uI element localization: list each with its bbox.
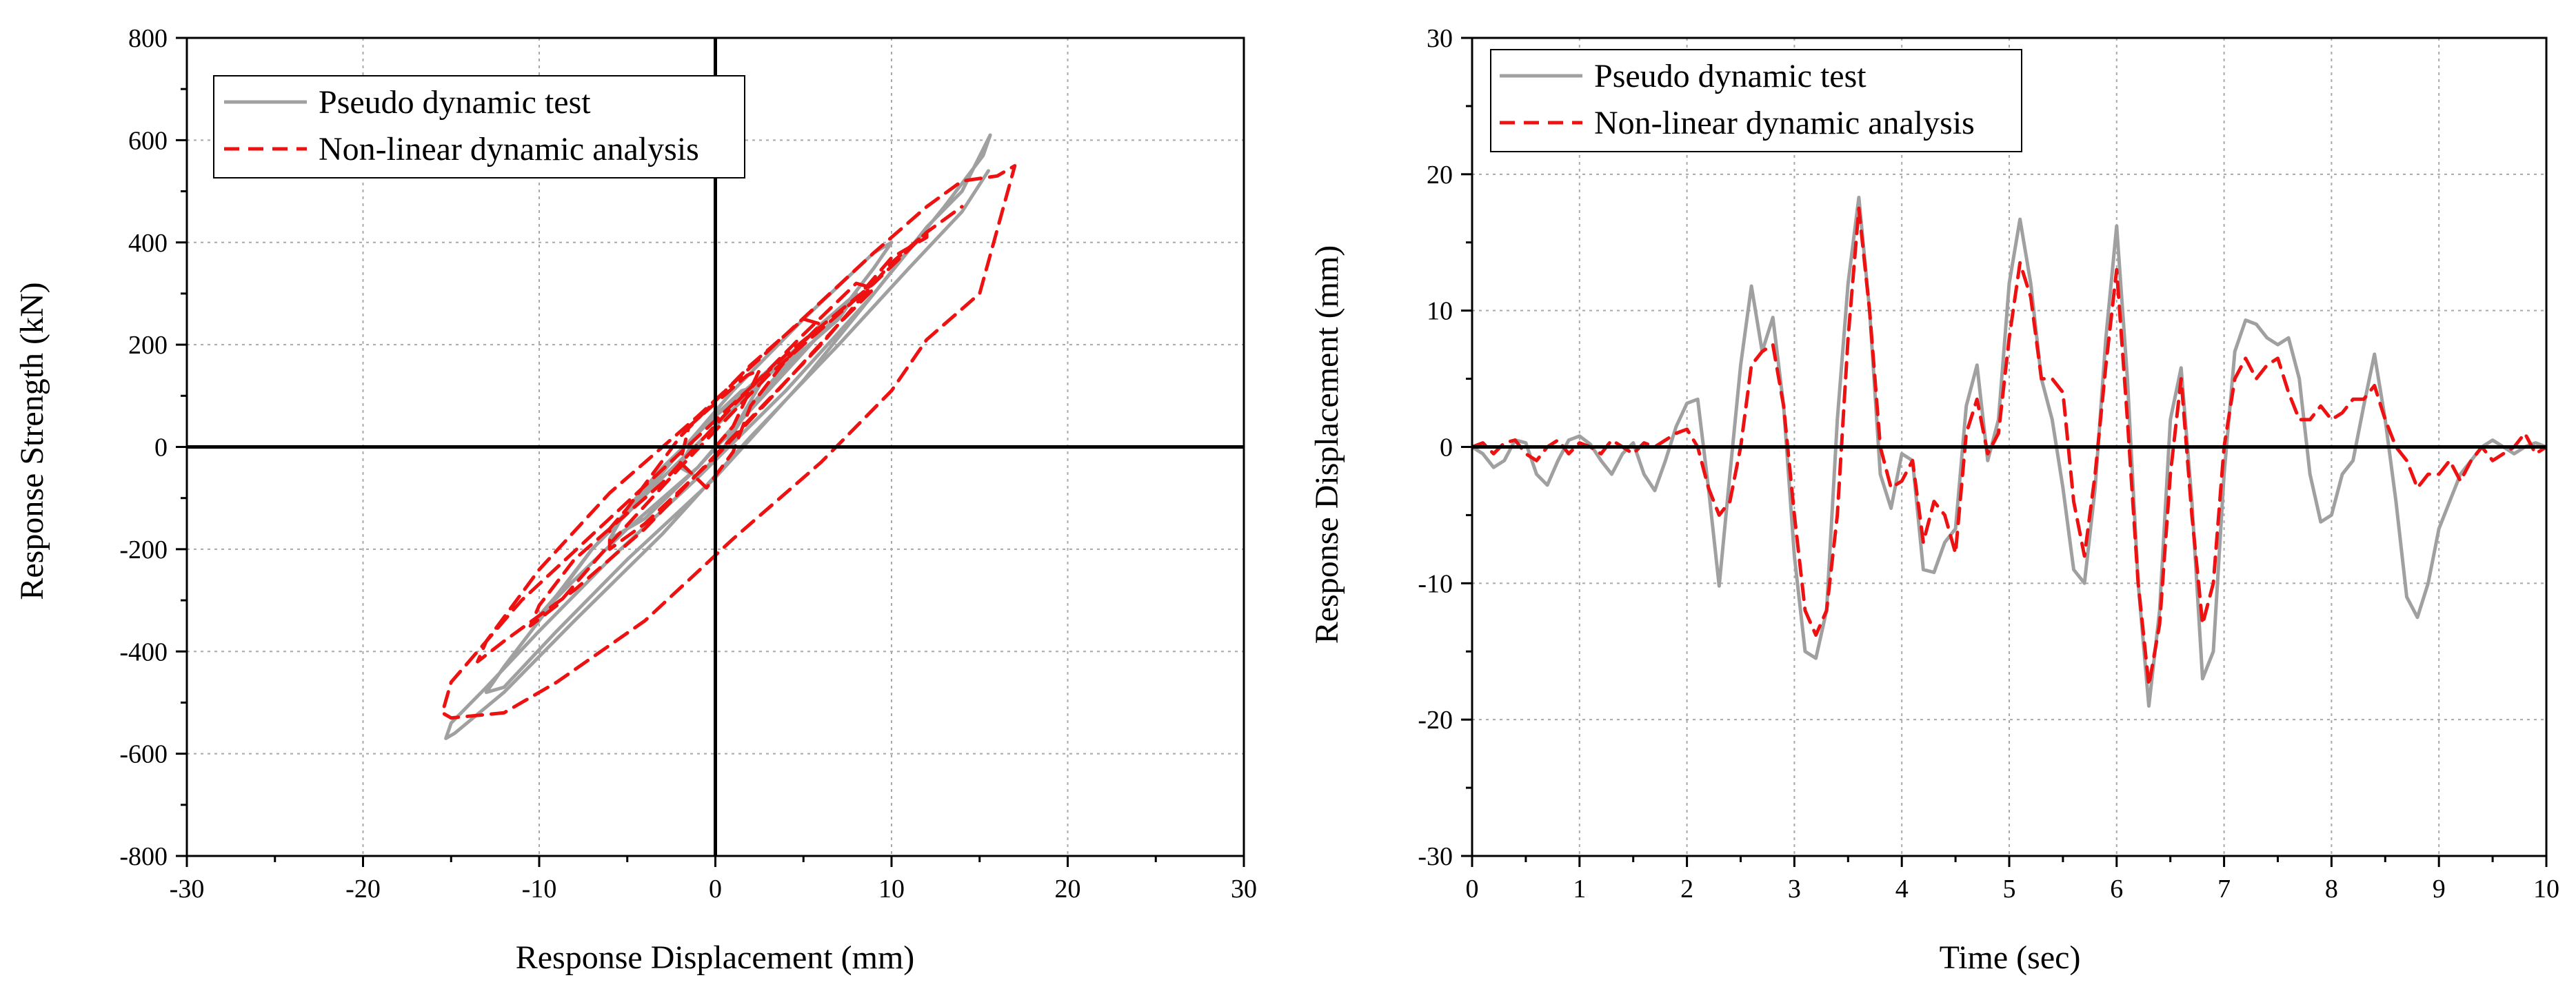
x-tick-label: 0 (709, 875, 722, 904)
y-tick-label: -800 (119, 842, 168, 871)
y-tick-label: 400 (128, 229, 168, 258)
x-tick-label: 3 (1788, 875, 1801, 904)
time-history-chart: 0 1 2 3 4 5 6 7 8 9 10 -30 -20 -10 0 10 20 30 Response Di… (1309, 24, 2559, 976)
y-tick-label: 0 (154, 433, 168, 462)
x-tick-label: 9 (2433, 875, 2446, 904)
legend-box (213, 75, 745, 178)
x-tick-label: 8 (2325, 875, 2338, 904)
y-tick-label: -10 (1418, 569, 1453, 598)
legend: Pseudo dynamic test Non-linear dynamic a… (1490, 49, 2022, 152)
x-tick-label: 10 (878, 875, 905, 904)
y-axis-title: Response Strength (kN) (14, 282, 50, 600)
x-tick-label: -10 (522, 875, 557, 904)
series-group (1472, 196, 2546, 708)
series-line-pseudo-dynamic-test (1472, 196, 2546, 708)
legend-label-pseudo-dynamic-test: Pseudo dynamic test (1594, 58, 1866, 94)
y-tick-label: -400 (119, 637, 168, 666)
y-tick-label: 30 (1427, 24, 1453, 53)
x-tick-label: 20 (1055, 875, 1081, 904)
y-tick-label: 800 (128, 24, 168, 53)
series-line-non-linear-dynamic-analysis (441, 164, 1017, 720)
series-group (441, 133, 1017, 740)
y-tick-label: 200 (128, 331, 168, 360)
y-tick-label: -200 (119, 535, 168, 564)
x-tick-label: -30 (170, 875, 205, 904)
legend-label-non-linear-dynamic-analysis: Non-linear dynamic analysis (1594, 105, 1975, 141)
x-axis-title: Time (sec) (1940, 939, 2081, 976)
x-tick-label: 4 (1895, 875, 1909, 904)
x-tick-label: 1 (1573, 875, 1586, 904)
x-axis-title: Response Displacement (mm) (516, 939, 915, 976)
y-tick-label: 10 (1427, 297, 1453, 326)
legend: Pseudo dynamic test Non-linear dynamic a… (213, 75, 745, 178)
x-tick-label: 5 (2003, 875, 2016, 904)
series-line-pseudo-dynamic-test (444, 133, 992, 740)
x-tick-label: 2 (1680, 875, 1693, 904)
legend-label-pseudo-dynamic-test: Pseudo dynamic test (319, 84, 591, 121)
y-tick-label: 0 (1440, 433, 1453, 462)
x-tick-label: 30 (1231, 875, 1257, 904)
y-tick-label: 600 (128, 126, 168, 155)
hysteresis-chart: -30 -20 -10 0 10 20 30 -800 -600 -400 -200 0 200 400 6… (14, 24, 1257, 976)
x-tick-label: 6 (2110, 875, 2123, 904)
y-axis-title: Response Displacement (mm) (1309, 245, 1345, 644)
legend-label-non-linear-dynamic-analysis: Non-linear dynamic analysis (319, 131, 699, 167)
y-tick-label: 20 (1427, 161, 1453, 190)
x-tick-label: -20 (345, 875, 381, 904)
legend-box (1490, 49, 2022, 152)
y-tick-label: -600 (119, 740, 168, 769)
x-tick-label: 0 (1466, 875, 1479, 904)
x-tick-label: 10 (2533, 875, 2559, 904)
x-tick-label: 7 (2217, 875, 2231, 904)
series-line-non-linear-dynamic-analysis (1472, 206, 2546, 688)
y-tick-label: -30 (1418, 842, 1453, 871)
y-tick-label: -20 (1418, 706, 1453, 735)
